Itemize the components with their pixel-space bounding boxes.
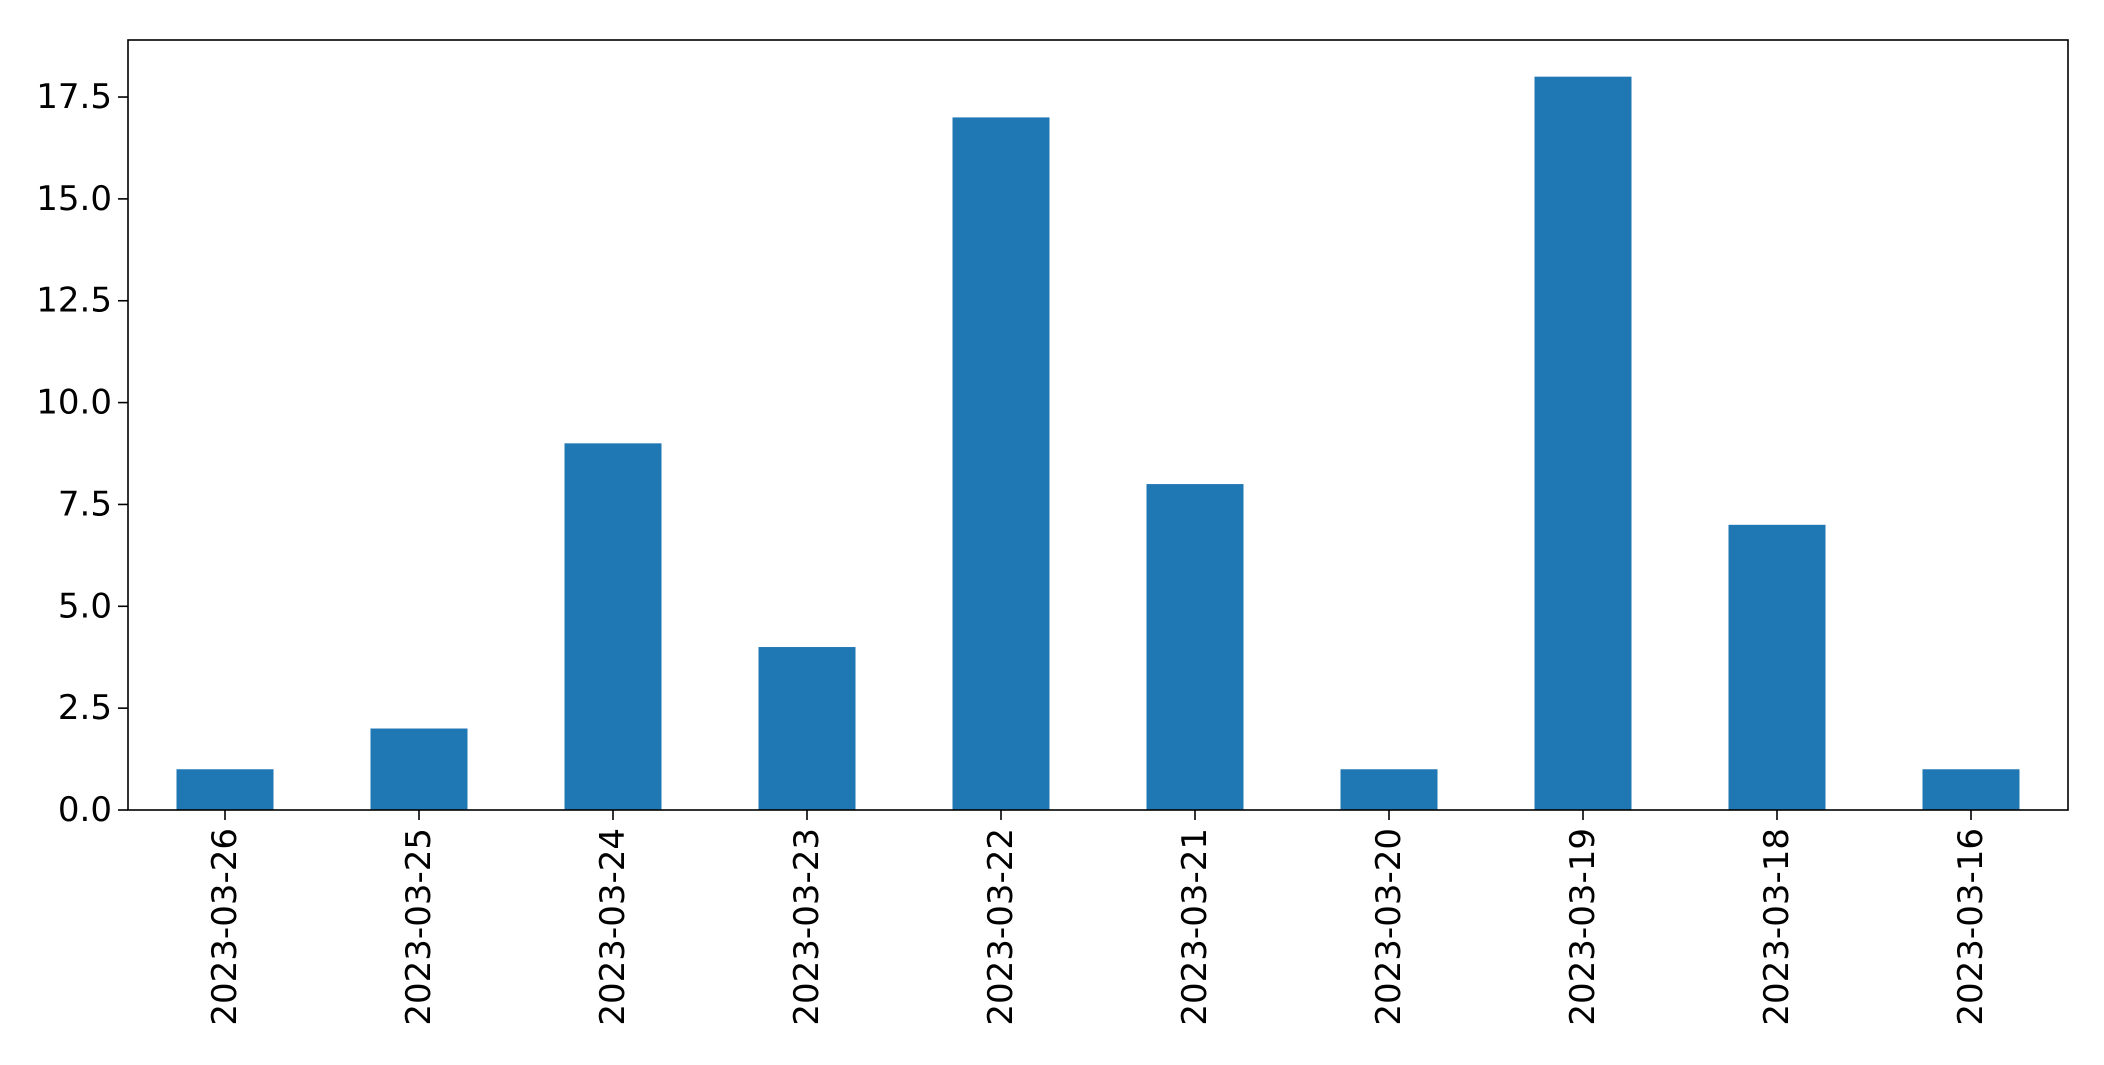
x-tick-label: 2023-03-16 xyxy=(1951,828,1991,1026)
y-tick-label: 7.5 xyxy=(58,484,112,524)
x-tick-label: 2023-03-25 xyxy=(399,828,439,1026)
plot-frame xyxy=(127,39,2069,811)
bar-2023-03-16 xyxy=(1922,769,2020,810)
y-axis: 0.0 2.5 5.0 7.5 10.0 12.5 15.0 17.5 xyxy=(36,77,128,830)
bar-2023-03-24 xyxy=(564,443,662,810)
x-tick-label: 2023-03-21 xyxy=(1175,828,1215,1026)
x-tick-label: 2023-03-22 xyxy=(981,828,1021,1026)
y-tick-label: 17.5 xyxy=(36,77,112,117)
y-tick-label: 0.0 xyxy=(58,790,112,830)
bar-2023-03-20 xyxy=(1340,769,1438,810)
bars-layer xyxy=(176,76,2020,810)
y-tick-label: 15.0 xyxy=(36,179,112,219)
bar-2023-03-19 xyxy=(1534,76,1632,810)
x-axis: 2023-03-26 2023-03-25 2023-03-24 2023-03-23… xyxy=(205,810,1991,1026)
x-tick-label: 2023-03-20 xyxy=(1369,828,1409,1026)
x-tick-label: 2023-03-23 xyxy=(787,828,827,1026)
x-tick-label: 2023-03-24 xyxy=(593,828,633,1026)
y-tick-label: 10.0 xyxy=(36,383,112,423)
bar-2023-03-26 xyxy=(176,769,274,810)
x-tick-label: 2023-03-26 xyxy=(205,828,245,1026)
y-tick-label: 2.5 xyxy=(58,688,112,728)
x-tick-label: 2023-03-18 xyxy=(1757,828,1797,1026)
x-tick-label: 2023-03-19 xyxy=(1563,828,1603,1026)
bar-2023-03-25 xyxy=(370,728,468,810)
bar-2023-03-21 xyxy=(1146,484,1244,810)
bar-2023-03-22 xyxy=(952,117,1050,810)
bar-2023-03-18 xyxy=(1728,524,1826,810)
bar-2023-03-23 xyxy=(758,647,856,810)
y-tick-label: 5.0 xyxy=(58,586,112,626)
y-tick-label: 12.5 xyxy=(36,281,112,321)
